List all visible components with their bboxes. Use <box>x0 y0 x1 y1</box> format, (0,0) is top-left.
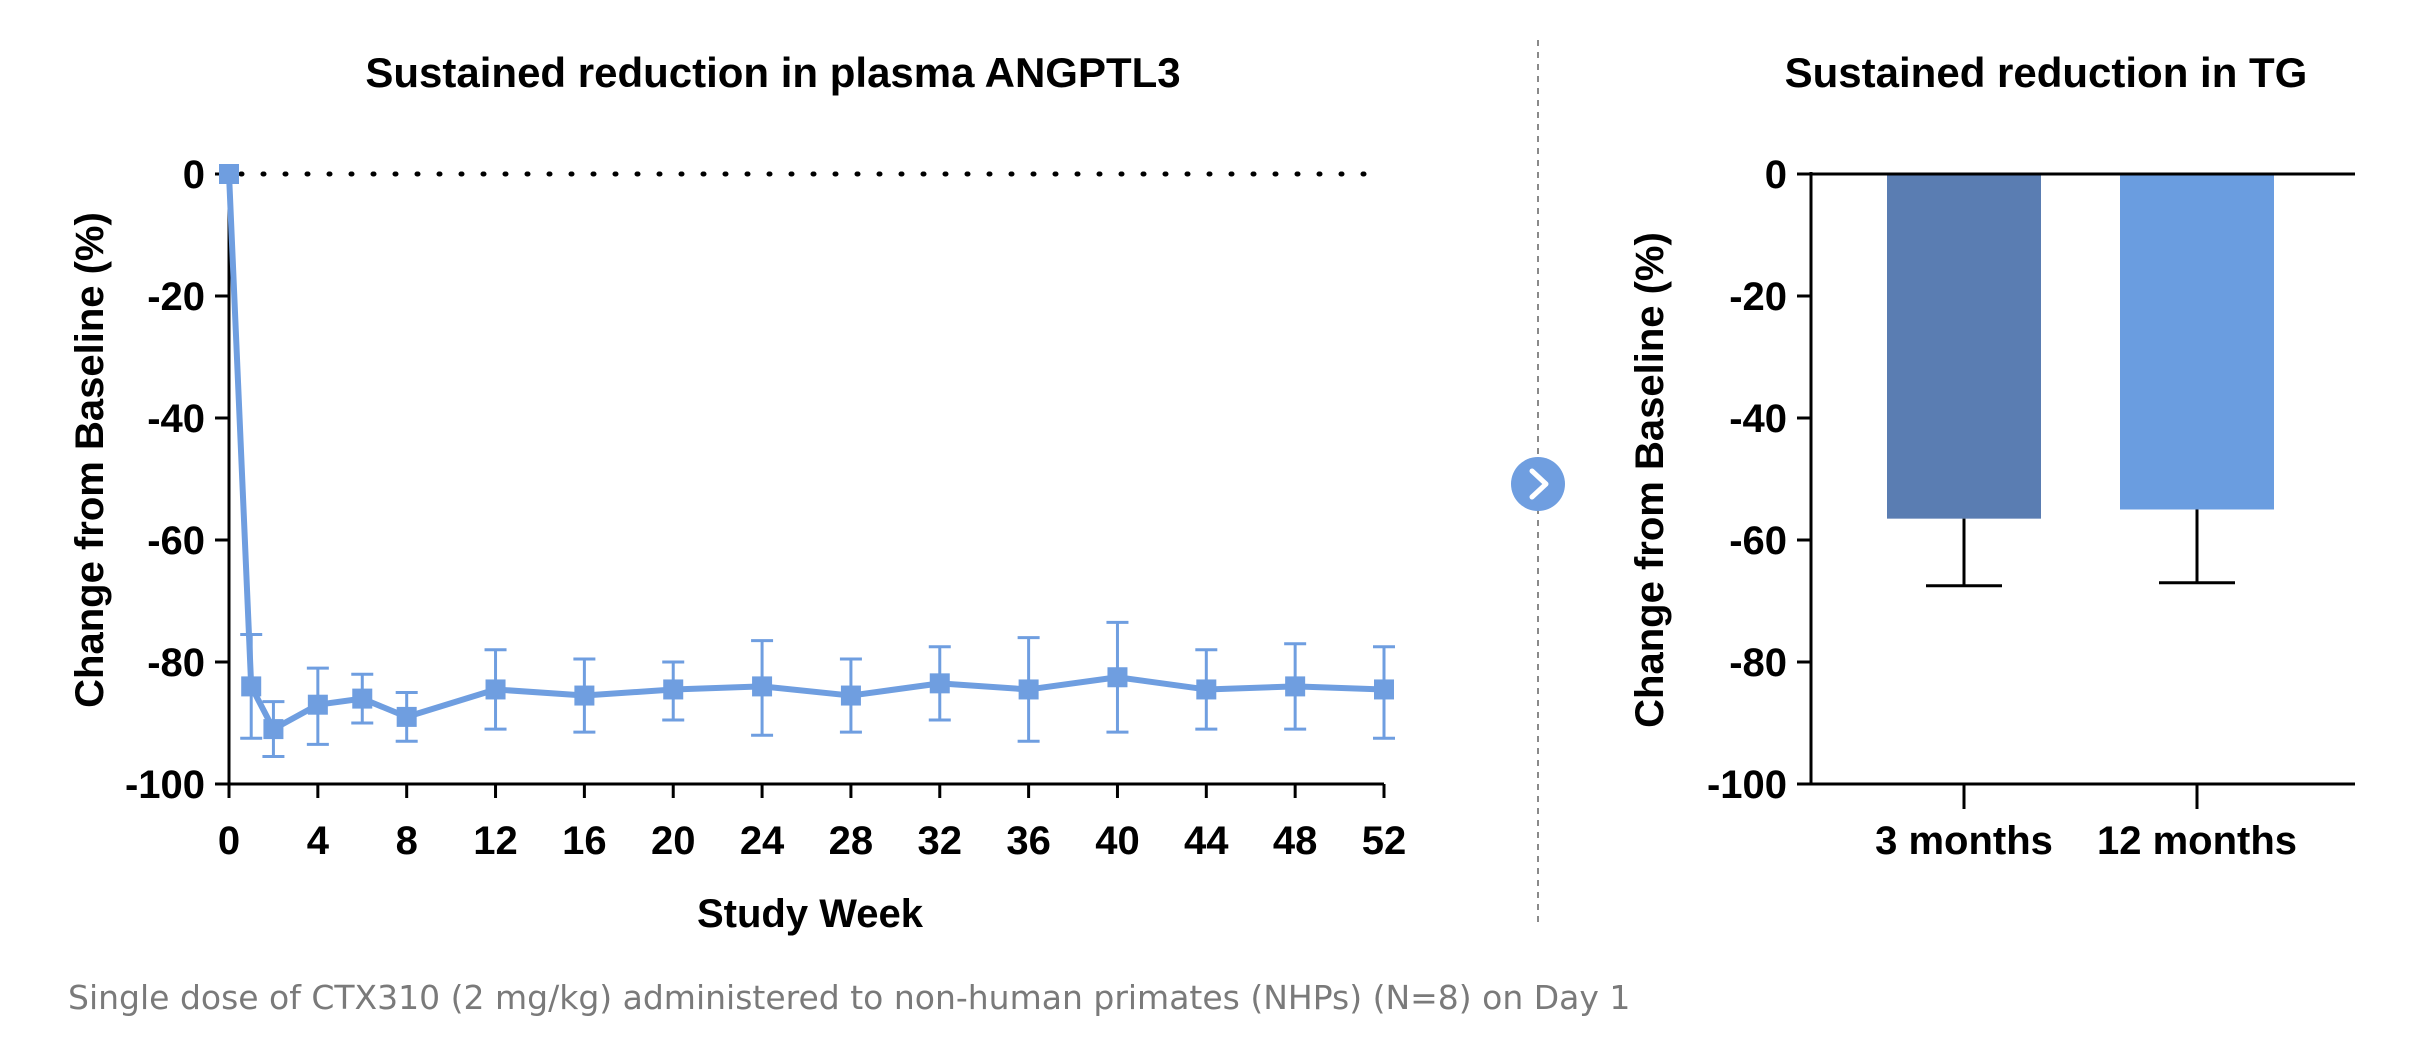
data-point <box>574 685 595 706</box>
left-y-axis-label: Change from Baseline (%) <box>68 212 112 708</box>
left-x-tick-label: 32 <box>918 819 963 863</box>
figure-caption: Single dose of CTX310 (2 mg/kg) administ… <box>68 978 1631 1017</box>
data-point <box>929 673 950 694</box>
left-y-tick-label: -60 <box>147 519 205 563</box>
data-point <box>307 694 328 715</box>
left-x-tick-label: 8 <box>396 819 418 863</box>
left-x-tick-label: 40 <box>1095 819 1140 863</box>
left-x-tick-label: 48 <box>1273 819 1318 863</box>
right-y-axis-label: Change from Baseline (%) <box>1628 232 1672 728</box>
right-y-tick-label: 0 <box>1765 153 1787 197</box>
data-point <box>241 676 262 697</box>
left-x-tick-label: 12 <box>473 819 518 863</box>
right-y-tick-label: -40 <box>1729 397 1787 441</box>
left-series <box>219 164 1394 740</box>
right-ticks: 3 months 12 months 0 -20 -40 -60 -80 -100 <box>1707 153 2297 863</box>
tg-bar-chart: Sustained reduction in TG Change from Ba… <box>1628 49 2355 863</box>
left-y-tick-label: -40 <box>147 397 205 441</box>
right-category-label: 3 months <box>1875 819 2053 863</box>
left-x-tick-label: 0 <box>218 819 240 863</box>
data-point <box>1196 679 1217 700</box>
left-x-tick-label: 28 <box>829 819 874 863</box>
bar <box>2120 174 2274 510</box>
left-x-tick-label: 24 <box>740 819 785 863</box>
data-point <box>352 688 373 709</box>
data-point <box>663 679 684 700</box>
data-point <box>752 676 773 697</box>
right-category-label: 12 months <box>2097 819 2297 863</box>
left-chart-title: Sustained reduction in plasma ANGPTL3 <box>365 49 1180 96</box>
data-point <box>1018 679 1039 700</box>
left-x-tick-label: 44 <box>1184 819 1229 863</box>
data-point <box>485 679 506 700</box>
bar <box>1887 174 2041 519</box>
left-x-tick-label: 4 <box>307 819 330 863</box>
data-point <box>1107 667 1128 688</box>
data-point <box>263 719 284 740</box>
data-point <box>840 685 861 706</box>
series-line <box>226 173 1385 733</box>
right-axes <box>1809 172 2355 786</box>
left-axes <box>227 172 1384 786</box>
right-y-tick-label: -100 <box>1707 763 1787 807</box>
right-y-tick-label: -60 <box>1729 519 1787 563</box>
right-chart-title: Sustained reduction in TG <box>1785 49 2308 96</box>
data-point <box>1374 679 1394 700</box>
data-point <box>396 706 417 727</box>
chevron-right-icon[interactable] <box>1511 457 1565 511</box>
left-x-axis-label: Study Week <box>697 892 924 936</box>
data-point <box>219 164 239 184</box>
left-x-tick-label: 16 <box>562 819 607 863</box>
right-error-bars <box>1926 509 2235 588</box>
left-y-tick-label: -100 <box>125 763 205 807</box>
right-y-tick-label: -20 <box>1729 275 1787 319</box>
left-x-tick-label: 52 <box>1362 819 1407 863</box>
left-x-tick-label: 20 <box>651 819 696 863</box>
right-y-tick-label: -80 <box>1729 641 1787 685</box>
data-point <box>1285 676 1306 697</box>
left-y-tick-label: 0 <box>183 153 205 197</box>
right-bars <box>1887 174 2274 519</box>
angptl3-line-chart: Sustained reduction in plasma ANGPTL3 Ch… <box>68 49 1406 936</box>
left-y-tick-label: -80 <box>147 641 205 685</box>
left-y-tick-label: -20 <box>147 275 205 319</box>
left-x-tick-label: 36 <box>1006 819 1051 863</box>
